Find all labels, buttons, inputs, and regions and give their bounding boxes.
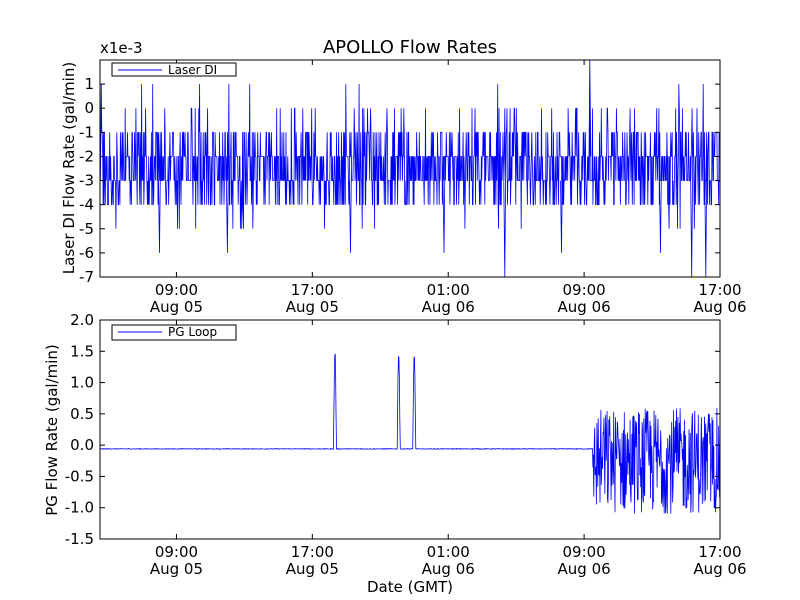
x-tick-label-date: Aug 05 [286, 298, 339, 316]
y-tick-label: 0.0 [70, 436, 94, 454]
y-tick-label: -2 [79, 147, 94, 165]
y-tick-label: 1 [84, 75, 94, 93]
y-tick-label: -4 [79, 196, 94, 214]
x-tick-label-time: 17:00 [698, 543, 741, 561]
x-tick-label-date: Aug 06 [558, 298, 611, 316]
x-tick-label-date: Aug 05 [150, 298, 203, 316]
pg-loop-series [99, 353, 721, 514]
x-axis-label: Date (GMT) [367, 578, 453, 596]
x-tick-label-time: 01:00 [427, 543, 470, 561]
x-tick-label-time: 09:00 [155, 543, 198, 561]
x-tick-label-time: 09:00 [562, 543, 605, 561]
series-line [99, 353, 721, 514]
x-tick-label-time: 09:00 [562, 281, 605, 299]
y-tick-label: 1.0 [70, 374, 94, 392]
pg-loop-y-axis-label: PG Flow Rate (gal/min) [43, 344, 61, 516]
laser-di-y-axis-label: Laser DI Flow Rate (gal/min) [60, 62, 78, 274]
y-tick-label: 0.5 [70, 405, 94, 423]
x-tick-label-date: Aug 06 [422, 298, 475, 316]
pg-loop-legend: PG Loop [111, 324, 237, 341]
x-tick-label-date: Aug 05 [286, 560, 339, 578]
y-tick-label: 2.0 [70, 311, 94, 329]
y-tick-label: -6 [79, 244, 94, 262]
x-tick-label-time: 01:00 [427, 281, 470, 299]
y-tick-label: 1.5 [70, 342, 94, 360]
x-tick-label-date: Aug 06 [693, 298, 746, 316]
pg-loop-legend-label: PG Loop [168, 325, 217, 339]
x-tick-label-time: 09:00 [155, 281, 198, 299]
y-tick-label: -1.5 [65, 530, 94, 548]
x-tick-label-time: 17:00 [291, 543, 334, 561]
x-tick-label-time: 17:00 [698, 281, 741, 299]
pg-loop-y-ticks: -1.5 -1.0 -0.5 0.0 0.5 1.0 1.5 2.0 [65, 311, 720, 548]
pg-loop-axes-frame [99, 319, 721, 540]
y-tick-label: -5 [79, 220, 94, 238]
y-tick-label: -0.5 [65, 467, 94, 485]
x-tick-label-date: Aug 06 [693, 560, 746, 578]
y-tick-label: -3 [79, 172, 94, 190]
laser-di-legend-box [111, 62, 237, 77]
x-tick-label-date: Aug 05 [150, 560, 203, 578]
laser-di-y-ticks: -7 -6 -5 -4 -3 -2 -1 0 1 [79, 75, 720, 286]
y-tick-label: 0 [84, 99, 94, 117]
y-tick-label: -1.0 [65, 499, 94, 517]
x-tick-label-date: Aug 06 [422, 560, 475, 578]
laser-di-legend: Laser DI [111, 62, 237, 77]
laser-di-legend-label: Laser DI [168, 63, 217, 77]
pg-loop-legend-box [111, 324, 237, 341]
x-tick-label-date: Aug 06 [558, 560, 611, 578]
y-tick-label: -1 [79, 123, 94, 141]
figure-title: APOLLO Flow Rates [323, 37, 497, 58]
laser-di-y-multiplier: x1e-3 [100, 39, 143, 57]
laser-di-axes-frame [99, 59, 721, 278]
y-tick-label: -7 [79, 268, 94, 286]
x-tick-label-time: 17:00 [291, 281, 334, 299]
